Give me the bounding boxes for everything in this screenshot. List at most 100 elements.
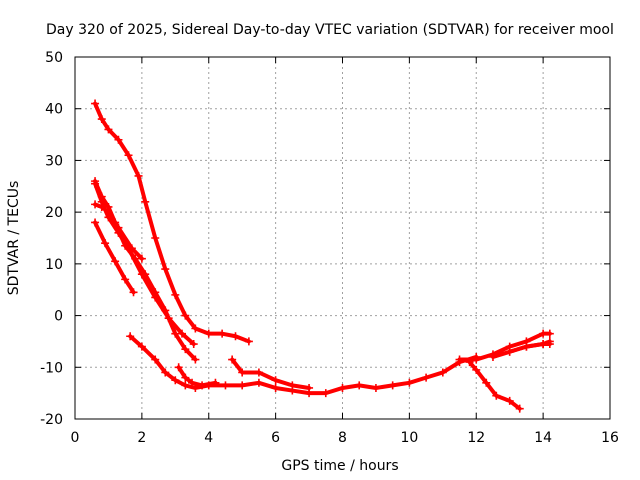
series-arc-7 <box>174 363 220 390</box>
data-point <box>505 347 514 356</box>
data-point <box>422 373 431 382</box>
data-point <box>181 311 190 320</box>
data-point <box>91 200 100 209</box>
data-point <box>488 352 497 361</box>
y-tick-label: -10 <box>40 360 63 376</box>
data-point <box>161 368 170 377</box>
data-point <box>254 378 263 387</box>
data-point <box>134 171 143 180</box>
x-tick-label: 8 <box>338 430 347 446</box>
series-arc-4 <box>91 200 146 263</box>
data-point <box>238 368 247 377</box>
data-point <box>151 355 160 364</box>
data-point <box>188 378 197 387</box>
x-tick-label: 0 <box>71 430 80 446</box>
data-series <box>91 99 554 413</box>
x-axis: 0 2 4 6 8 10 12 14 16 <box>71 57 619 446</box>
data-point <box>492 391 501 400</box>
data-point <box>104 125 113 134</box>
data-point <box>204 329 213 338</box>
data-point <box>137 342 146 351</box>
data-point <box>221 381 230 390</box>
series-arc-3 <box>91 177 200 364</box>
grid-lines <box>75 57 610 419</box>
data-point <box>161 306 170 315</box>
data-point <box>211 378 220 387</box>
data-point <box>355 381 364 390</box>
series-arc-5 <box>91 218 138 297</box>
data-point <box>126 332 135 341</box>
data-point <box>91 218 100 227</box>
data-point <box>254 368 263 377</box>
data-point <box>114 223 123 232</box>
series-arc-12 <box>505 340 554 356</box>
data-point <box>388 381 397 390</box>
data-point <box>455 355 464 364</box>
data-point <box>545 329 554 338</box>
y-tick-label: -20 <box>40 412 63 428</box>
data-point <box>228 355 237 364</box>
x-tick-label: 10 <box>400 430 418 446</box>
data-point <box>161 265 170 274</box>
data-point <box>515 404 524 413</box>
y-tick-label: 0 <box>54 309 63 325</box>
data-point <box>189 340 198 349</box>
data-point <box>111 257 120 266</box>
data-point <box>321 389 330 398</box>
data-point <box>171 329 180 338</box>
data-point <box>91 177 100 186</box>
data-point <box>181 381 190 390</box>
data-point <box>271 383 280 392</box>
data-point <box>127 244 136 253</box>
data-point <box>181 345 190 354</box>
data-point <box>472 355 481 364</box>
data-point <box>141 197 150 206</box>
data-point <box>338 383 347 392</box>
data-point <box>482 378 491 387</box>
x-tick-label: 4 <box>204 430 213 446</box>
data-point <box>178 329 186 338</box>
data-point <box>522 342 531 351</box>
series-arc-6 <box>126 332 481 398</box>
y-tick-label: 50 <box>45 50 63 66</box>
x-tick-label: 14 <box>534 430 552 446</box>
data-point <box>371 383 380 392</box>
series-line <box>93 179 198 362</box>
data-point <box>405 378 414 387</box>
data-point <box>181 373 190 382</box>
data-point <box>191 324 200 333</box>
data-point <box>131 254 140 263</box>
x-axis-label: GPS time / hours <box>281 458 398 474</box>
data-point <box>539 340 548 349</box>
data-point <box>151 234 160 242</box>
data-point <box>218 329 227 338</box>
data-point <box>174 363 183 372</box>
y-tick-label: 40 <box>45 102 63 118</box>
y-axis: 50 40 30 20 10 0 -10 -20 <box>40 50 610 428</box>
y-axis-label: SDTVAR / TECUs <box>6 181 22 296</box>
data-point <box>191 355 200 364</box>
data-point <box>151 288 160 297</box>
data-point <box>97 115 106 124</box>
series-line <box>128 334 479 396</box>
data-point <box>231 332 240 341</box>
data-point <box>129 288 138 297</box>
data-point <box>137 254 146 263</box>
data-point <box>238 381 247 390</box>
data-point <box>141 270 150 279</box>
data-point <box>288 381 297 390</box>
data-point <box>472 365 481 374</box>
series-line <box>467 360 522 411</box>
chart-title: Day 320 of 2025, Sidereal Day-to-day VTE… <box>46 22 614 38</box>
y-tick-label: 30 <box>45 153 63 169</box>
data-point <box>97 192 106 201</box>
data-point <box>124 151 133 160</box>
data-point <box>101 239 110 248</box>
x-tick-label: 16 <box>601 430 619 446</box>
data-point <box>505 396 514 405</box>
y-tick-label: 20 <box>45 205 63 221</box>
data-point <box>91 99 100 108</box>
series-arc-9 <box>465 358 524 413</box>
data-point <box>114 135 123 144</box>
